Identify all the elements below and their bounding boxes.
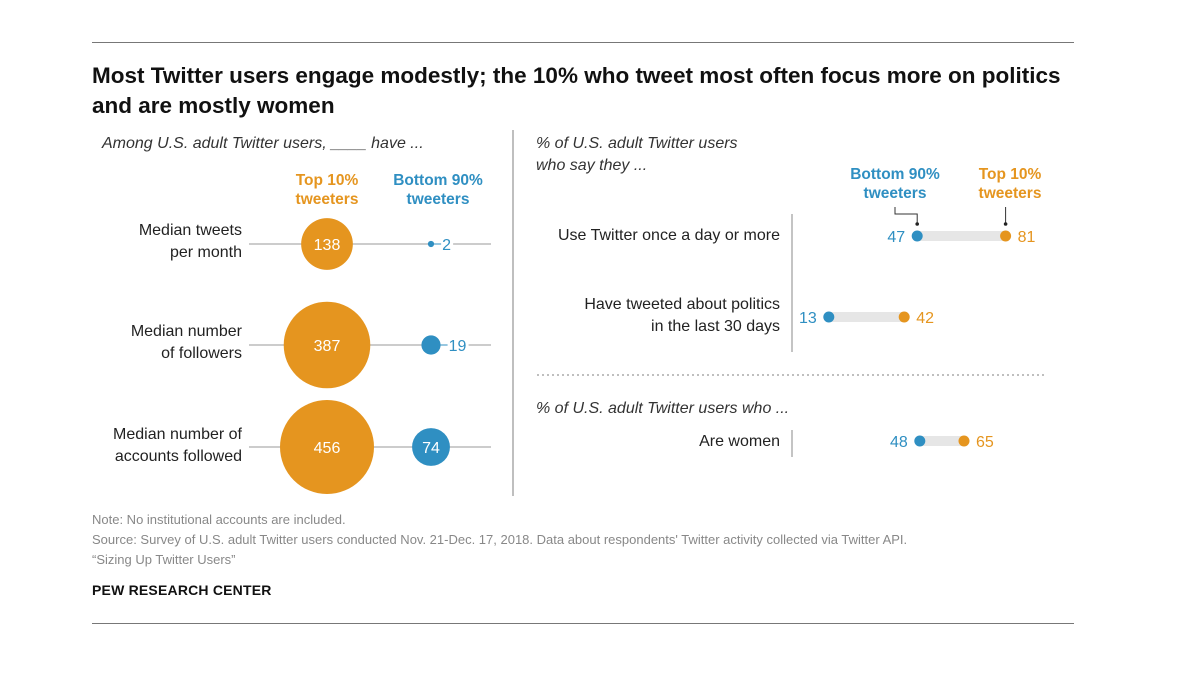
dot-top10-label: 42 bbox=[916, 310, 934, 327]
note-text: Note: No institutional accounts are incl… bbox=[92, 512, 346, 527]
bubble-bottom90 bbox=[421, 335, 441, 355]
dot-range-bar bbox=[919, 436, 964, 446]
legend-top-left: Top 10% tweeters bbox=[277, 171, 377, 209]
dot-bottom90 bbox=[823, 311, 835, 323]
legend-bottom-right-line1: Bottom 90% bbox=[850, 166, 940, 183]
bubble-bottom90 bbox=[412, 428, 450, 466]
bubble-label-bg bbox=[442, 335, 469, 355]
dot-top10-label: 65 bbox=[976, 434, 994, 451]
bubble-bottom90 bbox=[427, 240, 435, 248]
right-subtitle-2: % of U.S. adult Twitter users who ... bbox=[536, 400, 790, 417]
bubble-bottom90-label: 74 bbox=[422, 440, 440, 457]
legend-top-right: Top 10% tweeters bbox=[960, 165, 1060, 203]
dot-bottom90 bbox=[914, 435, 926, 447]
left-row-label-1-line2: per month bbox=[169, 244, 242, 261]
right-subtitle-line2: who say they ... bbox=[536, 157, 648, 174]
legend-bottom-left: Bottom 90% tweeters bbox=[382, 171, 494, 209]
dot-range-bar bbox=[828, 312, 905, 322]
dot-range-bar bbox=[917, 231, 1006, 241]
left-row-label-1: Median tweets per month bbox=[60, 220, 242, 264]
dot-bottom90 bbox=[911, 230, 923, 242]
right-row-label-2: Have tweeted about politics in the last … bbox=[500, 294, 780, 338]
right-subtitle: % of U.S. adult Twitter users who say th… bbox=[536, 133, 738, 177]
bubble-top10-label: 456 bbox=[314, 440, 341, 457]
legend-top-right-line2: tweeters bbox=[978, 185, 1042, 202]
bubble-chart: 138 2 387 19 456 74 bbox=[249, 218, 491, 494]
right-row-label-2-line1: Have tweeted about politics bbox=[584, 296, 780, 313]
legend-bottom-right: Bottom 90% tweeters bbox=[838, 165, 952, 203]
left-row-label-1-line1: Median tweets bbox=[138, 222, 242, 239]
left-row-label-2-line1: Median number bbox=[130, 323, 242, 340]
dot-top10 bbox=[958, 435, 970, 447]
left-row-label-3-line2: accounts followed bbox=[114, 448, 242, 465]
left-subtitle: Among U.S. adult Twitter users, ____ hav… bbox=[102, 135, 424, 152]
dot-top10 bbox=[1000, 230, 1012, 242]
source-text: Source: Survey of U.S. adult Twitter use… bbox=[92, 532, 908, 547]
dot-bottom90-label: 48 bbox=[890, 434, 908, 451]
bubble-label-bg bbox=[436, 234, 454, 254]
bubble-bottom90-label: 19 bbox=[449, 338, 467, 355]
bubble-top10 bbox=[283, 301, 371, 389]
bubble-bottom90-label: 2 bbox=[442, 237, 451, 254]
right-row-label-1-line1: Use Twitter once a day or more bbox=[557, 227, 780, 244]
bubble-top10 bbox=[301, 218, 353, 270]
dot-bottom90-label: 13 bbox=[799, 310, 817, 327]
right-row-label-3: Are women bbox=[699, 433, 780, 450]
dot-bottom90-label: 47 bbox=[887, 229, 905, 246]
top-rule bbox=[92, 42, 1074, 43]
dot-chart: 47 81 13 42 48 65 bbox=[799, 207, 1035, 451]
legend-bottom-left-line1: Bottom 90% bbox=[393, 172, 483, 189]
source-report-title: “Sizing Up Twitter Users” bbox=[92, 552, 236, 567]
left-row-label-3: Median number of accounts followed bbox=[40, 424, 242, 468]
right-row-label-1: Use Twitter once a day or more bbox=[500, 225, 780, 247]
left-row-label-2: Median number of followers bbox=[60, 321, 242, 365]
left-row-label-3-line1: Median number of bbox=[113, 426, 242, 443]
legend-leader-bottom90 bbox=[894, 207, 918, 224]
legend-leader-end-bottom90 bbox=[915, 222, 919, 226]
dot-top10 bbox=[898, 311, 910, 323]
dot-top10-label: 81 bbox=[1018, 229, 1036, 246]
legend-bottom-left-line2: tweeters bbox=[406, 191, 470, 208]
pew-logo-text: PEW RESEARCH CENTER bbox=[92, 582, 272, 598]
legend-top-right-line1: Top 10% bbox=[978, 166, 1042, 183]
bubble-top10 bbox=[280, 400, 374, 494]
legend-top-left-line2: tweeters bbox=[295, 191, 359, 208]
left-row-label-2-line2: of followers bbox=[161, 345, 242, 362]
bottom-rule bbox=[92, 623, 1074, 624]
legend-bottom-right-line2: tweeters bbox=[863, 185, 927, 202]
legend-top-left-line1: Top 10% bbox=[295, 172, 359, 189]
legend-leader-end-top10 bbox=[1003, 222, 1008, 226]
right-subtitle-line1: % of U.S. adult Twitter users bbox=[536, 135, 738, 152]
bubble-top10-label: 138 bbox=[314, 237, 341, 254]
right-row-label-2-line2: in the last 30 days bbox=[651, 318, 780, 335]
chart-title: Most Twitter users engage modestly; the … bbox=[92, 63, 1061, 118]
bubble-top10-label: 387 bbox=[314, 338, 341, 355]
